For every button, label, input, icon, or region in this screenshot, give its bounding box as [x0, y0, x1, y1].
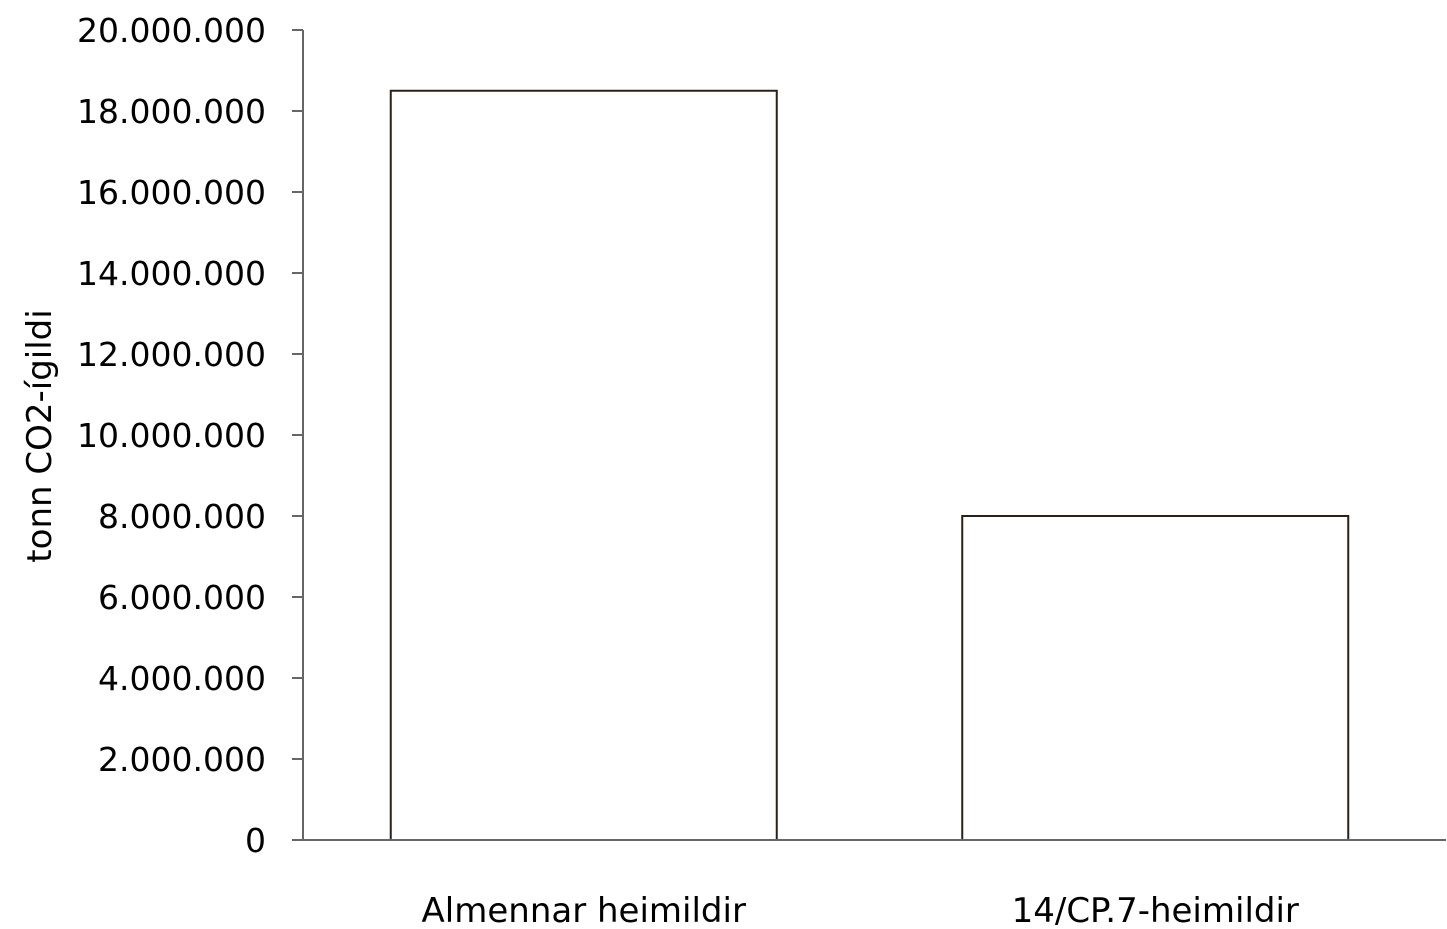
y-tick-label: 14.000.000: [77, 254, 266, 293]
y-tick-label: 20.000.000: [77, 11, 266, 50]
y-tick-label: 12.000.000: [77, 335, 266, 374]
y-tick-label: 6.000.000: [98, 578, 266, 617]
y-tick-label: 10.000.000: [77, 416, 266, 455]
y-axis-ticks: 0 2.000.000 4.000.000 6.000.000 8.000.000 10.…: [77, 11, 303, 860]
bars: [389, 89, 1350, 841]
bar-1: [389, 89, 778, 841]
x-axis-labels: Almennar heimildir 14/CP.7-heimildir: [422, 891, 1299, 929]
y-axis-title: tonn CO2-ígildi: [20, 309, 60, 562]
bar-2: [961, 515, 1350, 841]
y-tick-label: 2.000.000: [98, 740, 266, 779]
x-category-label: 14/CP.7-heimildir: [1012, 891, 1299, 929]
y-tick-label: 0: [245, 821, 266, 860]
y-tick-label: 16.000.000: [77, 173, 266, 212]
y-tick-label: 4.000.000: [98, 659, 266, 698]
y-tick-label: 8.000.000: [98, 497, 266, 536]
y-tick-label: 18.000.000: [77, 92, 266, 131]
x-category-label: Almennar heimildir: [422, 891, 746, 929]
